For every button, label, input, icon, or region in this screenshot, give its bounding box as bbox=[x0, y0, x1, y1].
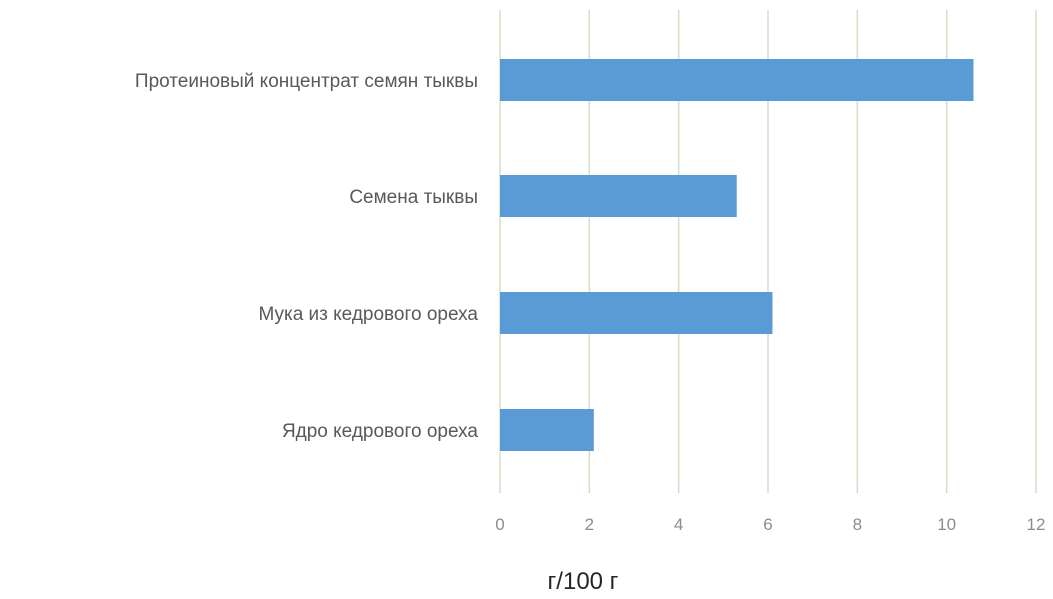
x-tick-label-1: 2 bbox=[585, 515, 594, 534]
category-label-2: Мука из кедрового ореха bbox=[258, 304, 478, 325]
x-tick-label-5: 10 bbox=[937, 515, 956, 534]
x-tick-label-0: 0 bbox=[495, 515, 504, 534]
bar-2 bbox=[500, 292, 773, 334]
category-label-1: Семена тыквы bbox=[349, 187, 478, 208]
category-label-3: Ядро кедрового ореха bbox=[282, 421, 478, 442]
x-tick-label-6: 12 bbox=[1027, 515, 1046, 534]
x-tick-label-2: 4 bbox=[674, 515, 683, 534]
bar-0 bbox=[500, 59, 974, 101]
category-labels: Протеиновый концентрат семян тыквы Семена… bbox=[135, 71, 479, 442]
x-tick-label-3: 6 bbox=[763, 515, 772, 534]
bar-1 bbox=[500, 175, 737, 217]
bars bbox=[500, 59, 974, 451]
bar-3 bbox=[500, 409, 594, 451]
category-label-0: Протеиновый концентрат семян тыквы bbox=[135, 71, 478, 92]
x-tick-label-4: 8 bbox=[853, 515, 862, 534]
x-tick-labels: 0 2 4 6 8 10 12 bbox=[495, 515, 1045, 534]
x-axis-title: г/100 г bbox=[548, 568, 619, 595]
